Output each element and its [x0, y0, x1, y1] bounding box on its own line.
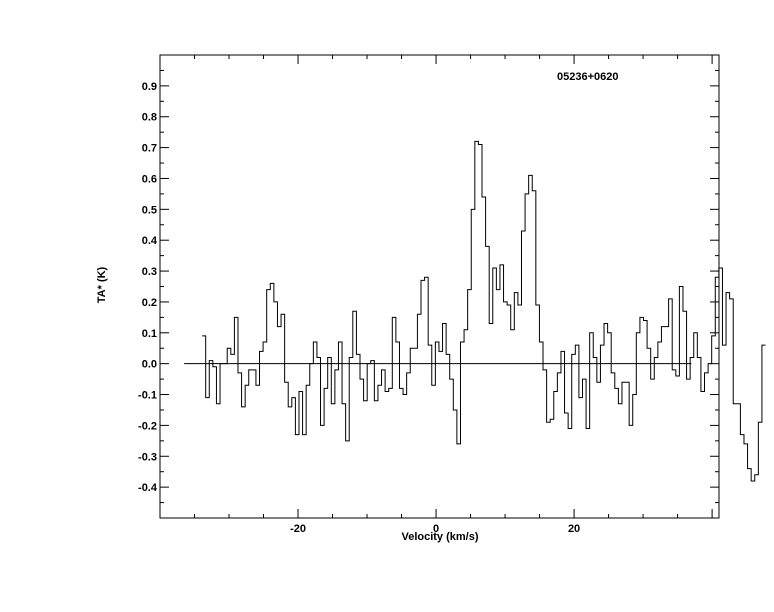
y-tick-label: -0.3: [138, 451, 157, 463]
x-tick-label: -20: [290, 523, 306, 535]
y-tick-label: 0.6: [142, 173, 157, 185]
y-tick-label: 0.1: [142, 328, 157, 340]
y-tick-label: 0.4: [142, 235, 158, 247]
x-axis-ticks: -20 0 20: [159, 55, 713, 535]
y-axis-title: TA* (K): [96, 266, 108, 303]
y-tick-label: -0.4: [138, 482, 158, 494]
y-tick-label: 0.7: [142, 143, 157, 155]
y-tick-label: 0.8: [142, 112, 157, 124]
y-tick-label: 0.2: [142, 297, 157, 309]
y-tick-label: -0.2: [138, 420, 157, 432]
y-tick-label: 0.9: [142, 81, 157, 93]
source-name-annotation: 05236+0620: [557, 71, 618, 83]
y-tick-label: 0.3: [142, 266, 157, 278]
spectrum-line: [202, 140, 766, 482]
y-axis-ticks: -0.4 -0.3 -0.2 -0.1 0.0 0.1 0.2 0.3 0.4 0.5 0.6 0.7…: [138, 54, 719, 519]
x-tick-label: 0: [433, 523, 439, 535]
x-tick-label: 20: [568, 523, 580, 535]
y-tick-label: -0.1: [138, 390, 157, 402]
y-tick-label: 0.5: [142, 204, 157, 216]
plot-frame: [159, 54, 720, 519]
x-axis-title: Velocity (km/s): [401, 531, 478, 543]
y-tick-label: 0.0: [142, 359, 157, 371]
